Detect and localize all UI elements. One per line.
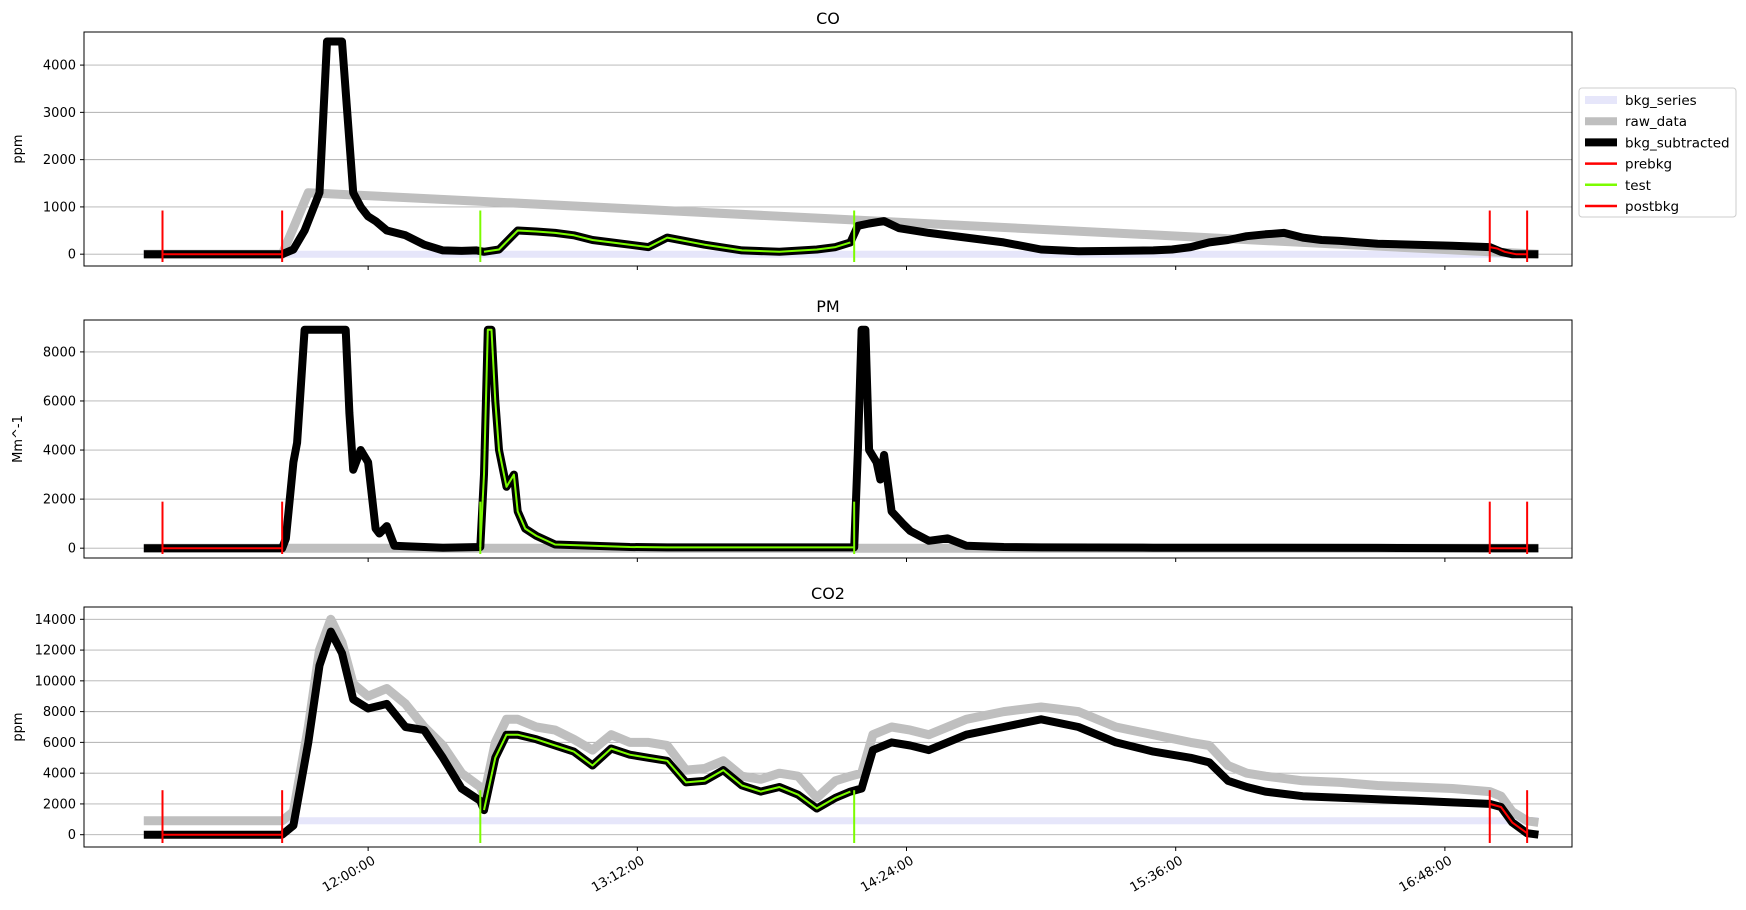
panel-frame xyxy=(83,319,1573,559)
y-tick-label: 0 xyxy=(68,248,76,263)
y-tick-label: 3000 xyxy=(43,106,76,121)
legend-label-test: test xyxy=(1625,178,1651,194)
series-test xyxy=(479,328,855,549)
series-group xyxy=(143,325,1539,553)
y-axis-label: ppm xyxy=(11,712,26,741)
panel-frame xyxy=(83,31,1573,267)
series-test xyxy=(483,229,851,253)
x-tick-label: 13:12:00 xyxy=(589,853,647,895)
panel-frame xyxy=(83,606,1573,848)
series-postbkg xyxy=(1489,246,1528,256)
y-tick-label: 4000 xyxy=(43,59,76,74)
panel-co2: 0 2000 4000 6000 8000 10000 12000 14000 12:00:00… xyxy=(11,584,1573,896)
panel-title: PM xyxy=(816,297,839,316)
y-tick-label: 1000 xyxy=(43,200,76,215)
x-tick-label: 12:00:00 xyxy=(320,853,378,895)
y-tick-label: 2000 xyxy=(43,493,76,508)
y-tick-label: 8000 xyxy=(43,345,76,360)
series-bkg-subtracted xyxy=(143,325,1539,553)
legend-frame xyxy=(1578,87,1737,218)
y-tick-label: 2000 xyxy=(43,797,76,812)
legend-label-bkg-series: bkg_series xyxy=(1625,93,1697,109)
legend-label-postbkg: postbkg xyxy=(1625,199,1679,215)
x-tick-label: 16:48:00 xyxy=(1397,853,1455,895)
panel-title: CO2 xyxy=(811,584,845,603)
legend-label-prebkg: prebkg xyxy=(1625,157,1672,173)
series-postbkg xyxy=(1489,802,1528,835)
x-tick-label: 15:36:00 xyxy=(1128,853,1186,895)
panel-title: CO xyxy=(816,9,840,28)
y-tick-label: 10000 xyxy=(35,674,76,689)
y-tick-label: 0 xyxy=(68,828,76,843)
series-group xyxy=(143,37,1539,259)
y-tick-label: 6000 xyxy=(43,394,76,409)
y-tick-label: 4000 xyxy=(43,444,76,459)
y-tick-label: 12000 xyxy=(35,644,76,659)
series-test xyxy=(483,733,851,811)
y-axis-label: Mm^-1 xyxy=(11,415,26,463)
legend-label-raw-data: raw_data xyxy=(1625,114,1687,130)
y-tick-label: 0 xyxy=(68,542,76,557)
legend-label-bkg-subtracted: bkg_subtracted xyxy=(1625,135,1730,151)
panel-pm: 0 2000 4000 6000 8000 PM Mm^-1 xyxy=(11,297,1573,562)
y-tick-label: 6000 xyxy=(43,736,76,751)
y-tick-label: 2000 xyxy=(43,153,76,168)
y-axis-label: ppm xyxy=(11,134,26,163)
series-raw-data xyxy=(143,614,1540,827)
y-tick-label: 8000 xyxy=(43,705,76,720)
y-tick-label: 4000 xyxy=(43,767,76,782)
x-tick-label: 14:24:00 xyxy=(858,853,916,895)
panel-co: 0 1000 2000 3000 4000 CO ppm xyxy=(11,9,1573,270)
series-group xyxy=(143,614,1540,839)
y-tick-label: 14000 xyxy=(35,613,76,628)
